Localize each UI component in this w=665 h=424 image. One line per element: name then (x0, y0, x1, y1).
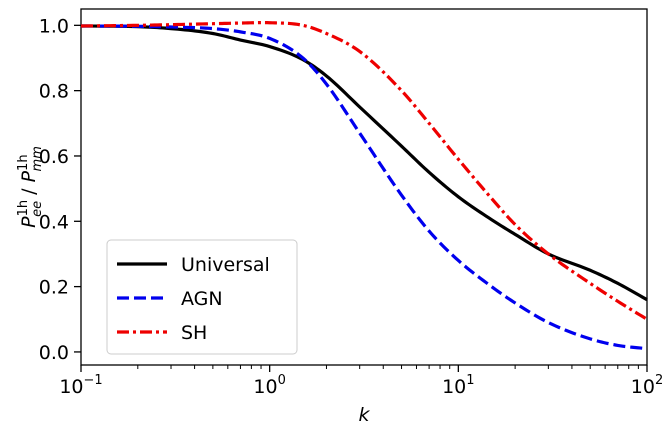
y-tick-label: 0.8 (39, 81, 69, 103)
y-ticks: 0.00.20.40.60.81.0 (39, 15, 81, 364)
x-tick-label: 10−1 (59, 373, 102, 398)
x-tick-label: 100 (253, 373, 285, 398)
x-ticks: 10−1 100 101 102 (59, 365, 663, 398)
legend: Universal AGN SH (107, 240, 297, 354)
x-tick-label: 102 (631, 373, 663, 398)
legend-label-universal: Universal (181, 254, 270, 276)
x-tick-label: 101 (442, 373, 474, 398)
y-tick-label: 1.0 (39, 15, 69, 37)
legend-label-sh: SH (181, 322, 207, 344)
y-tick-label: 0.2 (39, 277, 69, 299)
y-axis-label: P1hee / P1hmm (16, 146, 45, 228)
y-tick-label: 0.0 (39, 342, 69, 364)
x-axis-label: k (358, 404, 370, 424)
legend-label-agn: AGN (181, 288, 223, 310)
